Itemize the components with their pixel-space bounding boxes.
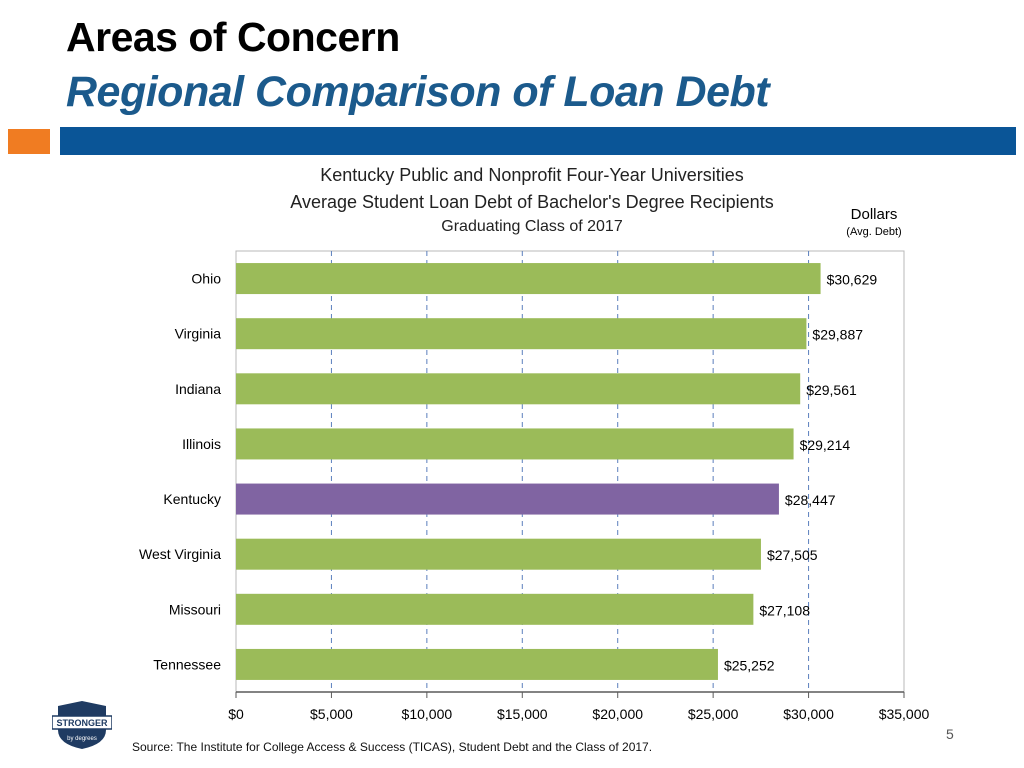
logo-text-top: STRONGER (56, 718, 108, 728)
x-tick-label: $30,000 (783, 706, 834, 722)
value-label: $28,447 (785, 492, 836, 508)
bar-indiana (236, 373, 801, 405)
value-label: $27,108 (759, 602, 810, 618)
unit-sublabel: (Avg. Debt) (846, 226, 902, 238)
chart-title-line-1: Kentucky Public and Nonprofit Four-Year … (320, 165, 744, 185)
value-label: $29,214 (800, 437, 851, 453)
chart-title-line-2: Average Student Loan Debt of Bachelor's … (290, 192, 774, 212)
bar-tennessee (236, 648, 718, 680)
x-tick-label: $15,000 (497, 706, 548, 722)
x-tick-label: $0 (228, 706, 244, 722)
bar-missouri (236, 593, 754, 625)
slide-title: Areas of Concern (66, 14, 400, 60)
category-label: Kentucky (163, 491, 221, 507)
category-label: West Virginia (139, 546, 221, 562)
category-label: Virginia (175, 326, 222, 342)
plot-frame (235, 250, 905, 693)
bar-ohio (236, 263, 821, 295)
category-label: Illinois (182, 436, 221, 452)
x-tick-label: $5,000 (310, 706, 353, 722)
x-tick-label: $35,000 (879, 706, 930, 722)
value-label: $27,505 (767, 547, 818, 563)
value-label: $25,252 (724, 657, 775, 673)
category-label: Missouri (169, 601, 221, 617)
value-label: $29,561 (806, 382, 857, 398)
logo-text-bottom: by degrees (67, 736, 97, 742)
slide-subtitle: Regional Comparison of Loan Debt (66, 68, 770, 116)
x-tick-label: $25,000 (688, 706, 739, 722)
unit-label: Dollars (850, 206, 898, 223)
value-label: $30,629 (827, 272, 878, 288)
category-label: Ohio (191, 271, 221, 287)
blue-header-band (60, 127, 1016, 155)
bar-west-virginia (236, 538, 761, 570)
orange-accent-block (8, 129, 50, 154)
x-tick-label: $20,000 (592, 706, 643, 722)
bar-virginia (236, 318, 807, 350)
source-note: Source: The Institute for College Access… (132, 740, 653, 754)
stronger-by-degrees-logo: STRONGER by degrees (52, 701, 112, 749)
bar-illinois (236, 428, 794, 460)
page-number: 5 (946, 726, 954, 742)
value-label: $29,887 (812, 327, 863, 343)
bar-kentucky (236, 483, 779, 515)
x-tick-label: $10,000 (402, 706, 453, 722)
chart-title-line-3: Graduating Class of 2017 (441, 218, 623, 235)
category-label: Tennessee (153, 656, 221, 672)
category-label: Indiana (175, 381, 221, 397)
